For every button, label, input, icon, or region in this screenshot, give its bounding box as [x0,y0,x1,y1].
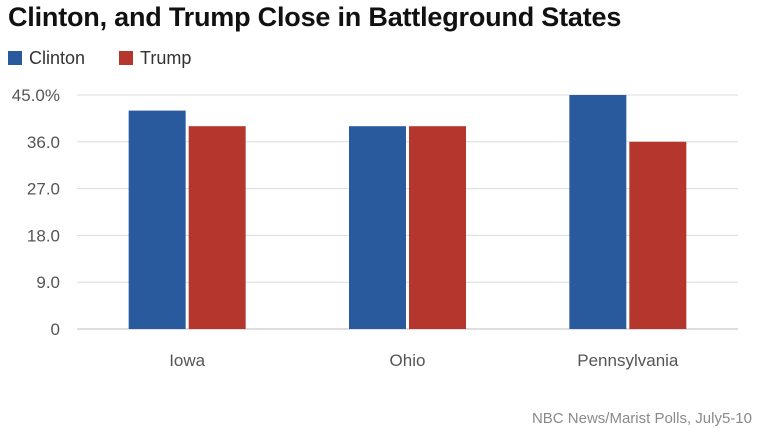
source-note: NBC News/Marist Polls, July5-10 [531,410,752,427]
y-tick-label: 9.0 [36,273,60,292]
y-tick-label: 45.0% [12,86,60,105]
bar-trump-ohio [409,126,466,329]
legend-swatch-clinton [8,51,22,65]
bar-clinton-pennsylvania [569,95,627,329]
bar-clinton-ohio [349,126,406,329]
x-tick-label: Pennsylvania [577,351,679,370]
x-tick-label: Iowa [169,351,205,370]
legend-item-trump: Trump [119,48,191,69]
legend-label-clinton: Clinton [29,47,86,68]
y-tick-label: 27.0 [27,180,60,199]
legend-label-trump: Trump [140,47,192,68]
chart-title: Clinton, and Trump Close in Battleground… [8,2,622,32]
bar-trump-iowa [188,126,246,329]
legend: Clinton Trump [8,47,225,69]
y-tick-label: 18.0 [27,226,60,245]
bar-clinton-iowa [128,110,186,329]
legend-item-clinton: Clinton [8,48,85,69]
y-tick-label: 36.0 [27,133,60,152]
legend-swatch-trump [119,51,134,65]
bar-trump-pennsylvania [629,141,687,329]
y-tick-label: 0 [51,320,60,339]
x-tick-label: Ohio [390,351,426,370]
